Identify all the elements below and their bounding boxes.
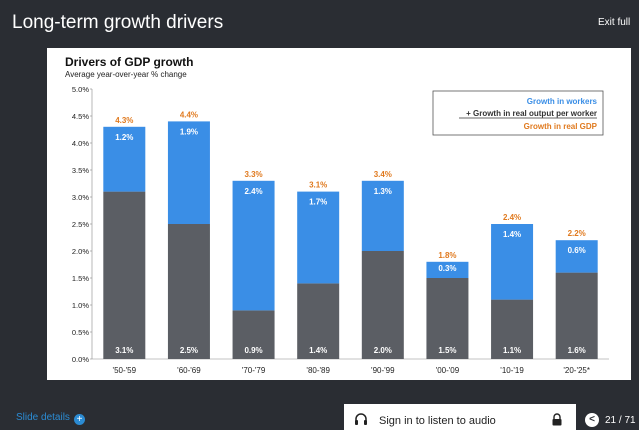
- bar-workers: [491, 224, 534, 300]
- headphones-icon: [355, 413, 367, 425]
- workers-label: 0.6%: [568, 246, 586, 255]
- exit-fullscreen-button[interactable]: Exit full: [598, 17, 631, 28]
- workers-label: 1.2%: [115, 133, 133, 142]
- previous-slide-button[interactable]: <: [585, 413, 599, 427]
- gdp-total-label: 3.3%: [244, 170, 262, 179]
- workers-label: 0.3%: [438, 264, 456, 273]
- gdp-total-label: 4.3%: [115, 116, 133, 125]
- output-per-worker-label: 2.0%: [374, 346, 392, 355]
- bar-workers: [297, 191, 340, 284]
- output-per-worker-label: 1.1%: [503, 346, 521, 355]
- slide-counter: 21 / 71: [605, 415, 636, 426]
- gdp-chart: 0.0% 0.5% 1.0% 1.5% 2.0% 2.5% 3.0% 3.5% 4.0% 4.5%…: [72, 85, 609, 375]
- output-per-worker-label: 0.9%: [244, 346, 262, 355]
- bar-output-per-worker: [297, 283, 340, 359]
- audio-signin-label: Sign in to listen to audio: [379, 415, 496, 427]
- output-per-worker-label: 1.5%: [438, 346, 456, 355]
- slide-details-link[interactable]: Slide details: [16, 412, 70, 423]
- bar-output-per-worker: [491, 299, 534, 359]
- gdp-total-label: 3.1%: [309, 181, 327, 190]
- bar-output-per-worker: [426, 278, 469, 359]
- x-tick-label: '10-'19: [500, 366, 524, 375]
- bar-workers: [555, 240, 598, 273]
- workers-label: 1.9%: [180, 127, 198, 136]
- y-tick-label: 0.0%: [72, 355, 89, 364]
- audio-signin-button[interactable]: [344, 404, 576, 430]
- workers-label: 1.3%: [374, 187, 392, 196]
- x-tick-label: '80-'89: [306, 366, 330, 375]
- slide: Drivers of GDP growth Average year-over-…: [47, 48, 631, 380]
- legend-workers: Growth in workers: [527, 97, 598, 106]
- x-tick-label: '20-'25*: [563, 366, 590, 375]
- y-tick-label: 3.5%: [72, 166, 89, 175]
- bar-output-per-worker: [103, 191, 146, 359]
- x-tick-label: '50-'59: [113, 366, 137, 375]
- bar-workers: [361, 180, 404, 251]
- output-per-worker-label: 1.6%: [568, 346, 586, 355]
- output-per-worker-label: 1.4%: [309, 346, 327, 355]
- chart-title: Drivers of GDP growth: [65, 55, 194, 69]
- bar-output-per-worker: [555, 272, 598, 359]
- y-tick-label: 4.5%: [72, 112, 89, 121]
- workers-label: 2.4%: [244, 187, 262, 196]
- y-tick-label: 1.0%: [72, 301, 89, 310]
- page-title: Long-term growth drivers: [12, 12, 224, 33]
- y-tick-label: 1.5%: [72, 274, 89, 283]
- y-tick-label: 4.0%: [72, 139, 89, 148]
- x-tick-label: '00-'09: [436, 366, 460, 375]
- workers-label: 1.7%: [309, 198, 327, 207]
- legend-box: [432, 90, 604, 136]
- gdp-total-label: 3.4%: [374, 170, 392, 179]
- gdp-total-label: 2.4%: [503, 213, 521, 222]
- x-tick-label: '70-'79: [242, 366, 266, 375]
- y-tick-label: 3.0%: [72, 193, 89, 202]
- output-per-worker-label: 3.1%: [115, 346, 133, 355]
- lock-icon: [552, 413, 562, 426]
- chart-subtitle: Average year-over-year % change: [65, 70, 187, 79]
- top-bar: Long-term growth drivers Exit full: [0, 0, 639, 48]
- bar-workers: [167, 121, 210, 224]
- gdp-total-label: 2.2%: [568, 229, 586, 238]
- bar-workers: [103, 126, 146, 192]
- workers-label: 1.4%: [503, 230, 521, 239]
- y-tick-label: 2.5%: [72, 220, 89, 229]
- bar-output-per-worker: [232, 310, 275, 359]
- bar-workers: [232, 180, 275, 311]
- gdp-total-label: 1.8%: [438, 251, 456, 260]
- bar-workers: [426, 261, 469, 278]
- x-tick-label: '60-'69: [177, 366, 201, 375]
- bar-output-per-worker: [361, 251, 404, 359]
- y-tick-label: 2.0%: [72, 247, 89, 256]
- legend-gdp: Growth in real GDP: [524, 122, 598, 131]
- bar-output-per-worker: [167, 224, 210, 359]
- legend-output-per-worker: + Growth in real output per worker: [466, 109, 597, 118]
- y-tick-label: 5.0%: [72, 85, 89, 94]
- output-per-worker-label: 2.5%: [180, 346, 198, 355]
- y-tick-label: 0.5%: [72, 328, 89, 337]
- x-tick-label: '90-'99: [371, 366, 395, 375]
- plus-icon[interactable]: +: [74, 414, 85, 425]
- gdp-total-label: 4.4%: [180, 110, 198, 119]
